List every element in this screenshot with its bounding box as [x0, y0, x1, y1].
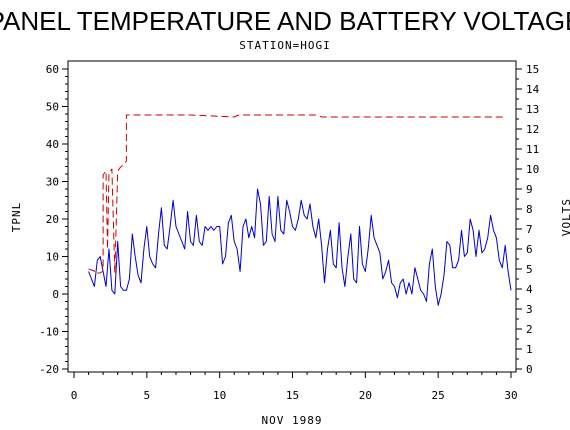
x-tick-label: 0: [71, 389, 78, 402]
y2-tick-label: 1: [526, 343, 533, 356]
x-tick-label: 10: [213, 389, 226, 402]
y2-tick-label: 10: [526, 163, 539, 176]
x-tick-label: 15: [286, 389, 299, 402]
y-axis-label: TPNL: [10, 202, 23, 233]
y2-tick-label: 2: [526, 323, 533, 336]
y2-tick-label: 5: [526, 263, 533, 276]
y2-tick-label: 9: [526, 183, 533, 196]
y-tick-label: -20: [39, 363, 59, 376]
chart-subtitle: STATION=HOGI: [239, 39, 330, 52]
series-layer: [88, 114, 512, 306]
tpnl-series-line: [88, 188, 512, 306]
x-axis-ticks: 0 5 10 15 20 25 30: [71, 372, 518, 402]
y-tick-label: -10: [39, 326, 59, 339]
chart-title: PANEL TEMPERATURE AND BATTERY VOLTAGE: [0, 6, 570, 36]
y-tick-label: 0: [52, 288, 59, 301]
y2-tick-label: 3: [526, 303, 533, 316]
y-tick-label: 40: [46, 138, 59, 151]
y-tick-label: 10: [46, 251, 59, 264]
y-tick-label: 60: [46, 63, 59, 76]
x-tick-label: 25: [432, 389, 445, 402]
y2-tick-label: 11: [526, 143, 539, 156]
plot-frame: [67, 60, 517, 373]
y2-tick-label: 7: [526, 223, 533, 236]
y2-tick-label: 0: [526, 363, 533, 376]
y2-tick-label: 4: [526, 283, 533, 296]
x-axis-label: NOV 1989: [262, 414, 323, 427]
x-tick-label: 20: [359, 389, 372, 402]
y2-tick-label: 15: [526, 63, 539, 76]
y2-tick-label: 8: [526, 203, 533, 216]
y-tick-label: 30: [46, 176, 59, 189]
y2-axis-label: VOLTS: [560, 198, 570, 236]
y2-tick-label: 13: [526, 103, 539, 116]
y2-tick-label: 12: [526, 123, 539, 136]
y2-tick-label: 14: [526, 83, 540, 96]
x-tick-label: 30: [504, 389, 517, 402]
volts-series-line: [88, 114, 506, 274]
y2-tick-label: 6: [526, 243, 533, 256]
y-tick-label: 50: [46, 101, 59, 114]
y-axis-ticks: -20 -10 0 10 20 30 40 50 60: [39, 63, 68, 376]
x-tick-label: 5: [144, 389, 151, 402]
y-tick-label: 20: [46, 213, 59, 226]
